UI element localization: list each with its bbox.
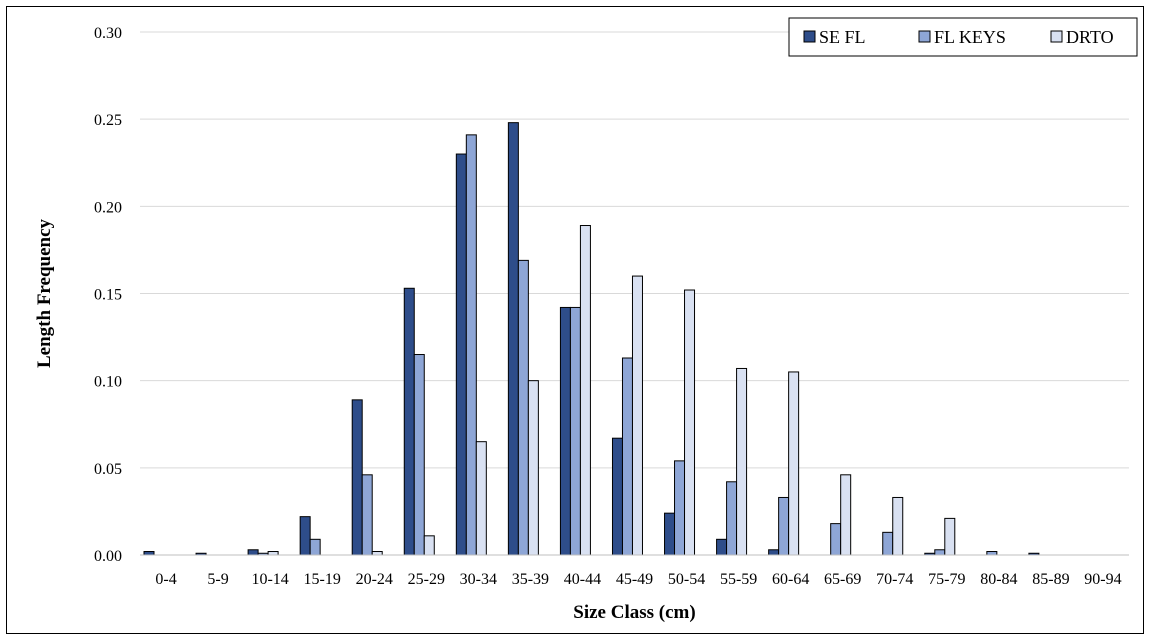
bar-drto-70-74	[892, 496, 904, 556]
bar-drto-55-59	[736, 367, 748, 556]
y-tick-label: 0.05	[94, 461, 122, 478]
bar-se-fl-50-54	[664, 512, 676, 556]
x-tick-label: 0-4	[155, 571, 176, 588]
bar-se-fl-55-59	[716, 538, 728, 556]
bar-fl-keys-15-19	[309, 538, 321, 556]
bar-se-fl-60-64	[768, 549, 780, 556]
x-tick-label: 10-14	[251, 571, 288, 588]
x-tick-label: 85-89	[1032, 571, 1069, 588]
x-tick-label: 40-44	[564, 571, 601, 588]
bar-se-fl-15-19	[299, 516, 311, 556]
bar-fl-keys-25-29	[413, 354, 425, 556]
x-tick-label: 55-59	[720, 571, 757, 588]
legend-swatch-drto	[1050, 30, 1063, 43]
x-tick-label: 45-49	[616, 571, 653, 588]
y-tick-label: 0.00	[94, 548, 122, 565]
bar-se-fl-35-39	[507, 122, 519, 556]
bar-drto-65-69	[840, 474, 852, 556]
x-tick-label: 90-94	[1084, 571, 1121, 588]
x-tick-label: 25-29	[408, 571, 445, 588]
y-axis-title: Length Frequency	[34, 218, 55, 368]
x-axis-title: Size Class (cm)	[573, 602, 695, 623]
bar-drto-10-14	[267, 551, 279, 556]
bar-drto-50-54	[684, 289, 696, 556]
bar-se-fl-45-49	[611, 437, 623, 556]
bar-drto-75-79	[944, 517, 956, 556]
y-tick-label: 0.30	[94, 25, 122, 42]
x-tick-label: 80-84	[980, 571, 1017, 588]
bar-drto-60-64	[788, 371, 800, 556]
bar-fl-keys-55-59	[726, 481, 738, 556]
chart-frame: 0.00 0.05 0.10 0.15 0.20 0.25 0.30 0-4 5-9 10-14…	[6, 6, 1144, 634]
x-tick-label: 20-24	[356, 571, 393, 588]
legend: SE FL FL KEYS DRTO	[788, 17, 1138, 57]
y-tick-label: 0.25	[94, 112, 122, 129]
legend-box	[788, 17, 1138, 57]
bar-chart: 0.00 0.05 0.10 0.15 0.20 0.25 0.30 0-4 5-9 10-14…	[34, 17, 1138, 623]
bar-se-fl-30-34	[455, 153, 467, 556]
x-tick-labels: 0-4 5-9 10-14 15-19 20-24 25-29 30-34 35-39 40-4…	[155, 571, 1121, 588]
bar-drto-25-29	[423, 535, 435, 556]
bar-fl-keys-65-69	[830, 523, 842, 556]
x-tick-label: 30-34	[460, 571, 497, 588]
bar-fl-keys-70-74	[882, 531, 894, 556]
legend-swatch-se-fl	[803, 30, 816, 43]
y-tick-label: 0.10	[94, 374, 122, 391]
x-tick-label: 75-79	[928, 571, 965, 588]
x-tick-label: 50-54	[668, 571, 705, 588]
bar-se-fl-10-14	[247, 549, 259, 556]
bar-drto-35-39	[527, 380, 539, 556]
legend-label-drto: DRTO	[1066, 27, 1114, 47]
x-tick-label: 15-19	[304, 571, 341, 588]
x-tick-label: 60-64	[772, 571, 809, 588]
bar-se-fl-25-29	[403, 287, 415, 556]
bar-drto-40-44	[579, 225, 591, 556]
bar-drto-45-49	[631, 275, 643, 556]
bar-fl-keys-50-54	[674, 460, 686, 556]
legend-label-fl-keys: FL KEYS	[934, 27, 1006, 47]
bar-fl-keys-60-64	[778, 496, 790, 556]
bar-fl-keys-30-34	[465, 134, 477, 556]
bar-drto-20-24	[371, 551, 383, 556]
bar-fl-keys-40-44	[569, 306, 581, 556]
legend-label-se-fl: SE FL	[819, 27, 866, 47]
bars	[143, 122, 1040, 556]
x-tick-label: 35-39	[512, 571, 549, 588]
bar-se-fl-20-24	[351, 399, 363, 556]
y-tick-labels: 0.00 0.05 0.10 0.15 0.20 0.25 0.30	[94, 25, 122, 565]
bar-fl-keys-80-84	[986, 551, 998, 556]
y-tick-label: 0.20	[94, 199, 122, 216]
bar-se-fl-40-44	[559, 306, 571, 556]
bar-drto-30-34	[475, 441, 487, 556]
bar-fl-keys-75-79	[934, 549, 946, 556]
bar-fl-keys-45-49	[621, 357, 633, 556]
y-tick-label: 0.15	[94, 287, 122, 304]
bar-fl-keys-35-39	[517, 259, 529, 556]
x-tick-label: 65-69	[824, 571, 861, 588]
bar-fl-keys-20-24	[361, 474, 373, 556]
x-tick-label: 70-74	[876, 571, 913, 588]
legend-swatch-fl-keys	[918, 30, 931, 43]
x-tick-label: 5-9	[207, 571, 228, 588]
bar-se-fl-0-4	[143, 551, 155, 556]
